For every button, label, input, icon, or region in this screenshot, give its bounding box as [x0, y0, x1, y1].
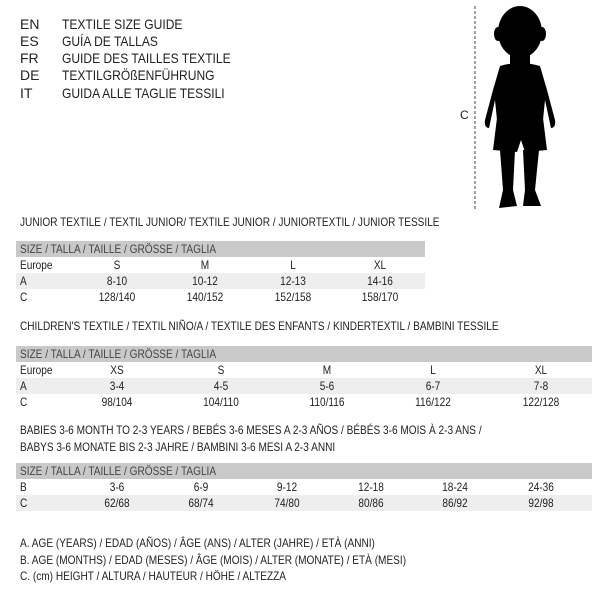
header-label: SIZE / TALLA / TAILLE / GRÖSSE / TAGLIA: [20, 347, 217, 361]
children-table: SIZE / TALLA / TAILLE / GRÖSSE / TAGLIA …: [16, 346, 592, 410]
table-row: C 128/140 140/152 152/158 158/170: [16, 289, 425, 305]
cell: 6-7: [425, 379, 441, 393]
cell: XL: [373, 258, 387, 272]
cell: 86/92: [442, 496, 468, 510]
cell: 92/98: [528, 496, 554, 510]
cell: 104/110: [203, 395, 239, 409]
cell: 98/104: [101, 395, 133, 409]
cell: 5-6: [319, 379, 335, 393]
lang-code: DE: [20, 67, 40, 83]
table-row: A 8-10 10-12 12-13 14-16: [16, 273, 425, 289]
table-row: A 3-4 4-5 5-6 6-7 7-8: [16, 378, 592, 394]
row-label: Europe: [20, 258, 53, 272]
cell: 12-13: [280, 274, 306, 288]
junior-title: JUNIOR TEXTILE / TEXTIL JUNIOR/ TEXTILE …: [20, 215, 440, 229]
lang-code: IT: [20, 85, 33, 101]
table-row: Europe S M L XL: [16, 257, 425, 273]
header-label: SIZE / TALLA / TAILLE / GRÖSSE / TAGLIA: [20, 242, 217, 256]
cell: 8-10: [106, 274, 128, 288]
cell: 140/152: [186, 290, 224, 304]
row-label: Europe: [20, 363, 53, 377]
cell: 24-36: [528, 480, 554, 494]
cell: XL: [534, 363, 548, 377]
cell: 128/140: [98, 290, 136, 304]
row-label: C: [20, 395, 28, 409]
legend-age-months: B. AGE (MONTHS) / EDAD (MESES) / ÂGE (MO…: [20, 553, 407, 567]
lang-title: TEXTILE SIZE GUIDE: [62, 16, 183, 32]
row-label: B: [20, 480, 27, 494]
cell: M: [322, 363, 332, 377]
cell: 6-9: [193, 480, 209, 494]
row-label: A: [20, 274, 27, 288]
legend-height: C. (cm) HEIGHT / ALTURA / HAUTEUR / HÖHE…: [20, 569, 287, 583]
table-header: SIZE / TALLA / TAILLE / GRÖSSE / TAGLIA: [16, 346, 592, 362]
table-header: SIZE / TALLA / TAILLE / GRÖSSE / TAGLIA: [16, 463, 592, 479]
children-title: CHILDREN'S TEXTILE / TEXTIL NIÑO/A / TEX…: [20, 319, 499, 333]
cell: XS: [110, 363, 124, 377]
cell: 62/68: [104, 496, 130, 510]
child-silhouette-figure: C: [460, 6, 556, 210]
cell: S: [113, 258, 121, 272]
cell: 3-6: [109, 480, 125, 494]
child-silhouette-icon: [484, 6, 556, 208]
lang-title: TEXTILGRÖßENFÜHRUNG: [62, 67, 215, 83]
cell: L: [430, 363, 436, 377]
lang-title: GUÍA DE TALLAS: [62, 33, 158, 49]
table-row: Europe XS S M L XL: [16, 362, 592, 378]
lang-title: GUIDA ALLE TAGLIE TESSILI: [62, 85, 225, 101]
cell: 152/158: [274, 290, 312, 304]
babies-title-line1: BABIES 3-6 MONTH TO 2-3 YEARS / BEBÉS 3-…: [20, 423, 482, 437]
lang-title: GUIDE DES TAILLES TEXTILE: [62, 50, 231, 66]
cell: 68/74: [188, 496, 214, 510]
junior-table: SIZE / TALLA / TAILLE / GRÖSSE / TAGLIA …: [16, 241, 425, 305]
legend-age-years: A. AGE (YEARS) / EDAD (AÑOS) / ÂGE (ANS)…: [20, 536, 375, 550]
lang-code: ES: [20, 33, 39, 49]
cell: 14-16: [367, 274, 393, 288]
cell: L: [290, 258, 296, 272]
header-label: SIZE / TALLA / TAILLE / GRÖSSE / TAGLIA: [20, 464, 217, 478]
table-row: C 62/68 68/74 74/80 80/86 86/92 92/98: [16, 495, 592, 511]
cell: 18-24: [442, 480, 468, 494]
row-label: C: [20, 496, 28, 510]
cell: 3-4: [109, 379, 125, 393]
lang-code: FR: [20, 50, 39, 66]
babies-table: SIZE / TALLA / TAILLE / GRÖSSE / TAGLIA …: [16, 463, 592, 511]
table-row: B 3-6 6-9 9-12 12-18 18-24 24-36: [16, 479, 592, 495]
measure-label: C: [460, 108, 469, 122]
cell: 74/80: [274, 496, 300, 510]
babies-title-line2: BABYS 3-6 MONATE BIS 2-3 JAHRE / BAMBINI…: [20, 440, 336, 454]
row-label: C: [20, 290, 28, 304]
table-header: SIZE / TALLA / TAILLE / GRÖSSE / TAGLIA: [16, 241, 425, 257]
cell: 4-5: [213, 379, 229, 393]
cell: 122/128: [522, 395, 560, 409]
cell: 80/86: [358, 496, 384, 510]
cell: 7-8: [533, 379, 549, 393]
cell: 158/170: [361, 290, 399, 304]
cell: 12-18: [358, 480, 384, 494]
cell: 10-12: [192, 274, 218, 288]
cell: 116/122: [415, 395, 451, 409]
lang-code: EN: [20, 16, 40, 32]
cell: 110/116: [309, 395, 345, 409]
table-row: C 98/104 104/110 110/116 116/122 122/128: [16, 394, 592, 410]
cell: S: [217, 363, 225, 377]
cell: M: [200, 258, 210, 272]
cell: 9-12: [276, 480, 298, 494]
row-label: A: [20, 379, 27, 393]
